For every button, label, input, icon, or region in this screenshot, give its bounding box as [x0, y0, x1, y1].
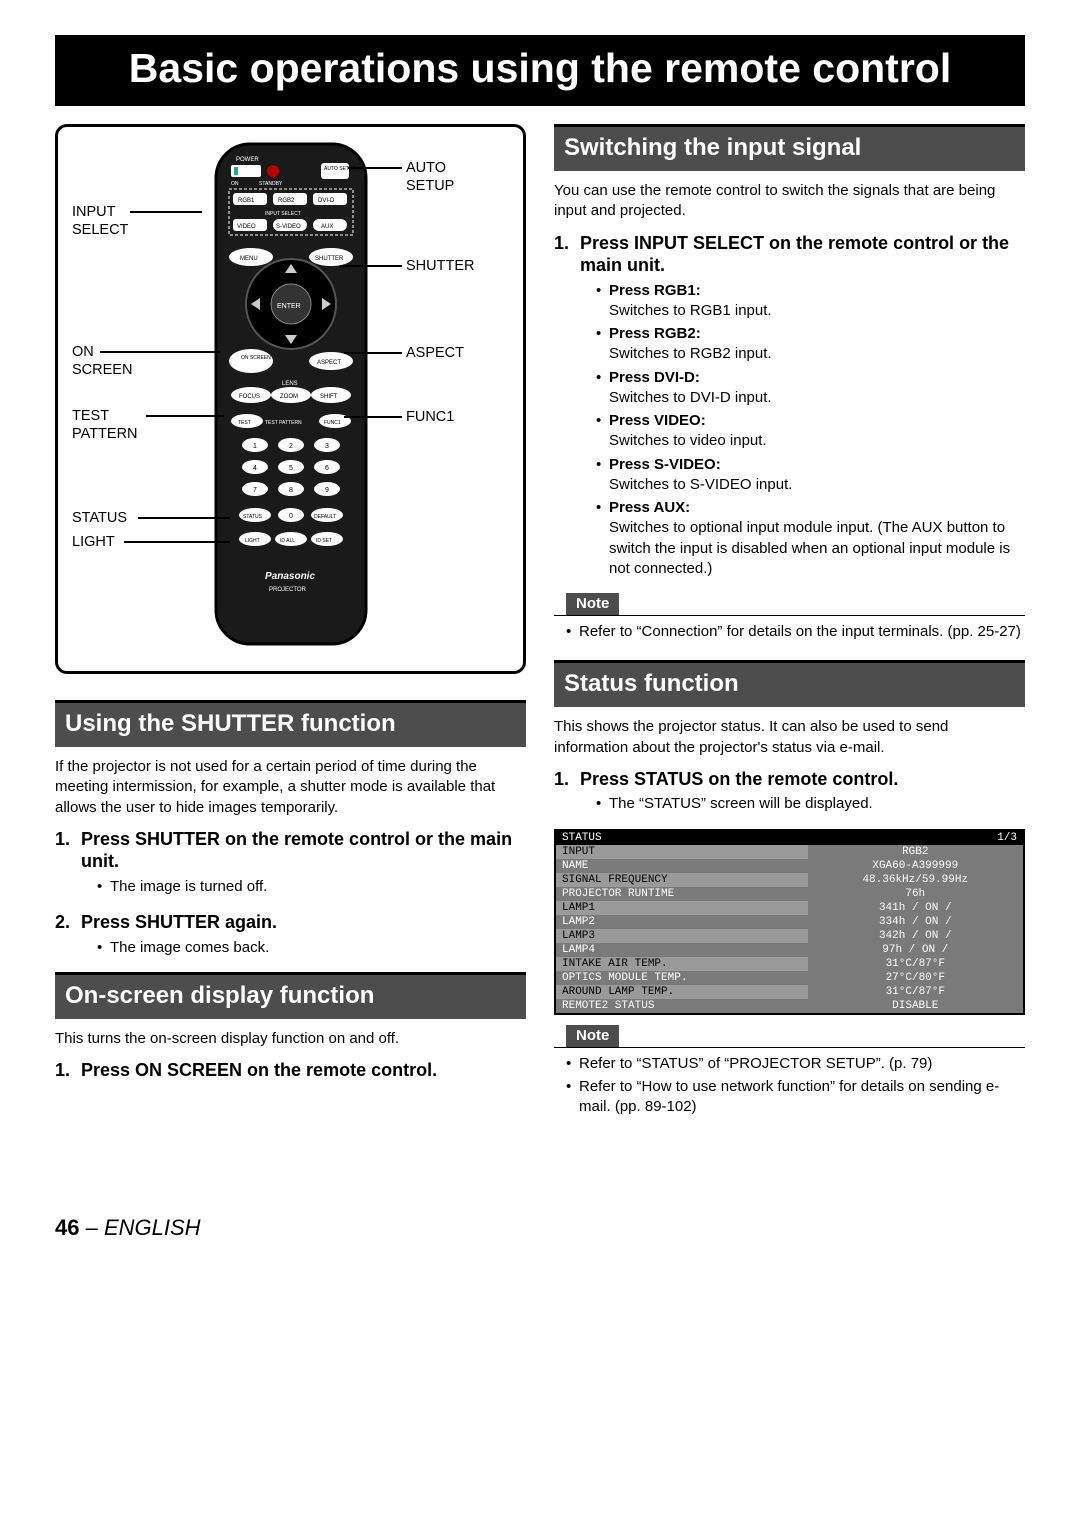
svg-text:ID SET: ID SET: [316, 538, 332, 544]
svg-text:TEST: TEST: [238, 420, 251, 426]
svg-text:SHUTTER: SHUTTER: [315, 256, 344, 262]
svg-text:LENS: LENS: [282, 381, 298, 387]
svg-text:STANDBY: STANDBY: [259, 181, 283, 187]
remote-diagram: POWER AUTO SETUP ON STANDBY RGB1 RGB2 DV…: [55, 124, 526, 674]
status-intro: This shows the projector status. It can …: [554, 717, 1025, 758]
label-light: LIGHT: [72, 533, 115, 551]
svg-text:1: 1: [253, 443, 257, 450]
status-step1: 1. Press STATUS on the remote control.: [554, 768, 1025, 791]
svg-text:SHIFT: SHIFT: [320, 394, 338, 400]
status-table: STATUS1/3 INPUTRGB2NAMEXGA60-A399999SIGN…: [554, 829, 1025, 1015]
svg-text:PROJECTOR: PROJECTOR: [269, 587, 307, 593]
status-note: Refer to “How to use network function” f…: [566, 1077, 1025, 1118]
svg-text:TEST PATTERN: TEST PATTERN: [265, 420, 302, 426]
input-intro: You can use the remote control to switch…: [554, 181, 1025, 222]
svg-text:VIDEO: VIDEO: [237, 224, 256, 230]
shutter-step1: 1. Press SHUTTER on the remote control o…: [55, 828, 526, 873]
svg-text:DVI-D: DVI-D: [318, 198, 335, 204]
input-item: Press DVI-D:Switches to DVI-D input.: [596, 368, 1025, 409]
svg-text:7: 7: [253, 487, 257, 494]
remote-svg: POWER AUTO SETUP ON STANDBY RGB1 RGB2 DV…: [211, 139, 371, 649]
svg-text:AUX: AUX: [321, 224, 333, 230]
svg-text:3: 3: [325, 443, 329, 450]
input-item: Press S-VIDEO:Switches to S-VIDEO input.: [596, 455, 1025, 496]
svg-text:Panasonic: Panasonic: [265, 571, 315, 582]
status-step1-sub: The “STATUS” screen will be displayed.: [596, 794, 1025, 814]
shutter-step2: 2. Press SHUTTER again.: [55, 911, 526, 934]
label-on-screen: ON SCREEN: [72, 343, 132, 379]
section-shutter-head: Using the SHUTTER function: [55, 700, 526, 747]
label-auto-setup: AUTO SETUP: [406, 159, 454, 195]
svg-text:8: 8: [289, 487, 293, 494]
svg-text:ENTER: ENTER: [277, 303, 301, 310]
osd-intro: This turns the on-screen display functio…: [55, 1029, 526, 1049]
svg-text:DEFAULT: DEFAULT: [314, 514, 336, 520]
svg-text:S-VIDEO: S-VIDEO: [276, 224, 301, 230]
svg-text:ASPECT: ASPECT: [317, 360, 341, 366]
page-footer: 46 – ENGLISH: [55, 1215, 1025, 1241]
svg-text:POWER: POWER: [236, 157, 259, 163]
svg-text:6: 6: [325, 465, 329, 472]
shutter-step2-sub: The image comes back.: [97, 938, 526, 958]
input-item: Press RGB2:Switches to RGB2 input.: [596, 324, 1025, 365]
osd-step1: 1. Press ON SCREEN on the remote control…: [55, 1059, 526, 1082]
label-aspect: ASPECT: [406, 344, 464, 362]
svg-text:ON: ON: [231, 181, 239, 187]
section-input-head: Switching the input signal: [554, 124, 1025, 171]
page-title: Basic operations using the remote contro…: [55, 35, 1025, 106]
label-func1: FUNC1: [406, 408, 454, 426]
section-status-head: Status function: [554, 660, 1025, 707]
input-note: Refer to “Connection” for details on the…: [566, 622, 1025, 642]
input-step1: 1. Press INPUT SELECT on the remote cont…: [554, 232, 1025, 277]
svg-text:STATUS: STATUS: [243, 514, 263, 520]
label-input-select: INPUT SELECT: [72, 203, 128, 239]
svg-text:MENU: MENU: [240, 256, 258, 262]
svg-text:0: 0: [289, 513, 293, 520]
note-label-status: Note: [566, 1025, 619, 1047]
svg-text:FOCUS: FOCUS: [239, 394, 260, 400]
label-shutter: SHUTTER: [406, 257, 474, 275]
shutter-step1-sub: The image is turned off.: [97, 877, 526, 897]
svg-text:5: 5: [289, 465, 293, 472]
svg-text:2: 2: [289, 443, 293, 450]
note-label-input: Note: [566, 593, 619, 615]
svg-text:INPUT SELECT: INPUT SELECT: [265, 211, 301, 217]
svg-text:LIGHT: LIGHT: [245, 538, 260, 544]
svg-text:FUNC1: FUNC1: [324, 420, 341, 426]
svg-text:RGB2: RGB2: [278, 198, 295, 204]
input-item: Press AUX:Switches to optional input mod…: [596, 498, 1025, 579]
svg-text:9: 9: [325, 487, 329, 494]
svg-text:ZOOM: ZOOM: [280, 394, 298, 400]
input-item: Press VIDEO:Switches to video input.: [596, 411, 1025, 452]
label-status: STATUS: [72, 509, 127, 527]
svg-text:4: 4: [253, 465, 257, 472]
svg-text:ID ALL: ID ALL: [280, 538, 295, 544]
svg-text:RGB1: RGB1: [238, 198, 255, 204]
shutter-intro: If the projector is not used for a certa…: [55, 757, 526, 818]
section-osd-head: On-screen display function: [55, 972, 526, 1019]
input-item: Press RGB1:Switches to RGB1 input.: [596, 281, 1025, 322]
svg-text:ON SCREEN: ON SCREEN: [241, 355, 271, 361]
status-note: Refer to “STATUS” of “PROJECTOR SETUP”. …: [566, 1054, 1025, 1074]
label-test-pattern: TEST PATTERN: [72, 407, 138, 443]
